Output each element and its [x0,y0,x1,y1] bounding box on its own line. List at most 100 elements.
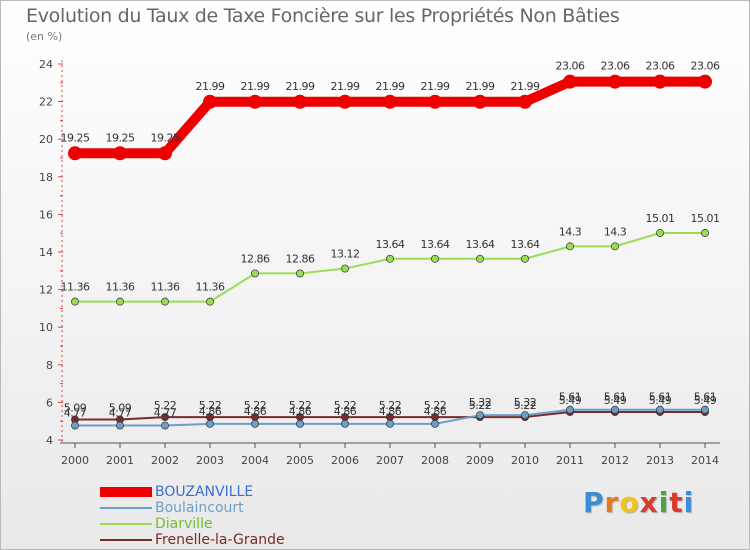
data-point-0 [473,94,487,109]
x-tick-label: 2000 [61,454,89,467]
x-tick-label: 2005 [286,454,314,467]
data-label: 5.22 [514,399,537,412]
data-point-1 [296,419,304,428]
data-label: 5.09 [109,402,132,415]
data-label: 23.06 [646,60,675,73]
legend-label: Diarville [155,516,213,532]
data-label: 15.01 [646,212,675,225]
data-label: 4.86 [289,405,312,418]
x-tick-label: 2007 [376,454,404,467]
data-label: 13.12 [331,248,360,261]
data-label: 13.64 [376,238,405,251]
data-label: 12.86 [286,252,315,265]
legend-swatch [100,507,152,509]
data-point-0 [608,74,622,89]
data-point-2 [611,242,619,251]
legend-swatch [100,487,152,497]
data-label: 11.36 [151,281,180,294]
x-tick-label: 2011 [556,454,584,467]
data-point-1 [566,405,574,414]
x-tick-label: 2003 [196,454,224,467]
y-tick-label: 4 [46,434,53,447]
data-label: 21.99 [376,80,405,93]
data-label: 21.99 [331,80,360,93]
data-point-1 [341,419,349,428]
data-label: 5.09 [64,402,87,415]
proxiti-logo: Proxiti [583,486,694,519]
data-point-2 [431,254,439,263]
data-point-0 [698,74,712,89]
data-point-1 [476,411,484,420]
data-point-0 [428,94,442,109]
data-point-2 [566,242,574,251]
y-tick-label: 24 [39,58,53,71]
data-label: 5.22 [424,399,447,412]
legend-label: Boulaincourt [155,500,244,516]
data-point-2 [386,254,394,263]
logo-letter: r [604,486,620,519]
data-point-1 [611,405,619,414]
data-label: 5.32 [469,396,492,409]
data-point-0 [113,146,127,161]
data-label: 5.22 [379,399,402,412]
data-label: 23.06 [556,60,585,73]
data-label: 21.99 [286,80,315,93]
data-label: 5.61 [694,391,717,404]
chart-unit-label: (en %) [26,30,63,43]
data-label: 5.32 [514,396,537,409]
data-label: 5.22 [154,399,177,412]
data-label: 19.25 [106,131,135,144]
data-label: 23.06 [691,60,720,73]
data-label: 11.36 [61,281,90,294]
y-tick-label: 22 [39,96,53,109]
y-tick-label: 6 [46,396,53,409]
data-point-0 [563,74,577,89]
data-label: 14.3 [604,225,627,238]
data-label: 5.22 [334,399,357,412]
data-label: 4.77 [109,407,132,420]
legend-label: Frenelle-la-Grande [155,532,285,548]
data-point-2 [71,297,79,306]
logo-letter: P [583,486,605,519]
data-label: 4.86 [379,405,402,418]
x-tick-label: 2012 [601,454,629,467]
legend-swatch [100,523,152,525]
data-point-1 [251,419,259,428]
data-point-1 [521,411,529,420]
data-point-1 [656,405,664,414]
data-label: 13.64 [421,238,450,251]
y-tick-label: 18 [39,171,53,184]
data-point-1 [386,419,394,428]
data-label: 5.49 [604,394,627,407]
x-tick-label: 2001 [106,454,134,467]
logo-letter: x [639,486,659,519]
x-tick-label: 2002 [151,454,179,467]
data-point-0 [518,94,532,109]
data-label: 4.77 [154,407,177,420]
y-tick-label: 8 [46,359,53,372]
data-label: 5.22 [199,399,222,412]
data-label: 21.99 [196,80,225,93]
x-tick-label: 2009 [466,454,494,467]
data-point-3 [161,413,169,422]
data-point-2 [161,297,169,306]
data-label: 11.36 [196,281,225,294]
data-point-1 [431,419,439,428]
data-point-0 [158,146,172,161]
data-point-2 [296,269,304,278]
data-point-2 [116,297,124,306]
data-label: 21.99 [241,80,270,93]
data-label: 15.01 [691,212,720,225]
data-label: 21.99 [511,80,540,93]
data-label: 5.49 [649,394,672,407]
data-point-2 [521,254,529,263]
y-tick-label: 16 [39,208,53,221]
data-label: 5.61 [649,391,672,404]
data-label: 4.86 [199,405,222,418]
data-point-2 [251,269,259,278]
data-label: 5.49 [559,394,582,407]
y-tick-label: 20 [39,133,53,146]
data-label: 19.25 [151,131,180,144]
